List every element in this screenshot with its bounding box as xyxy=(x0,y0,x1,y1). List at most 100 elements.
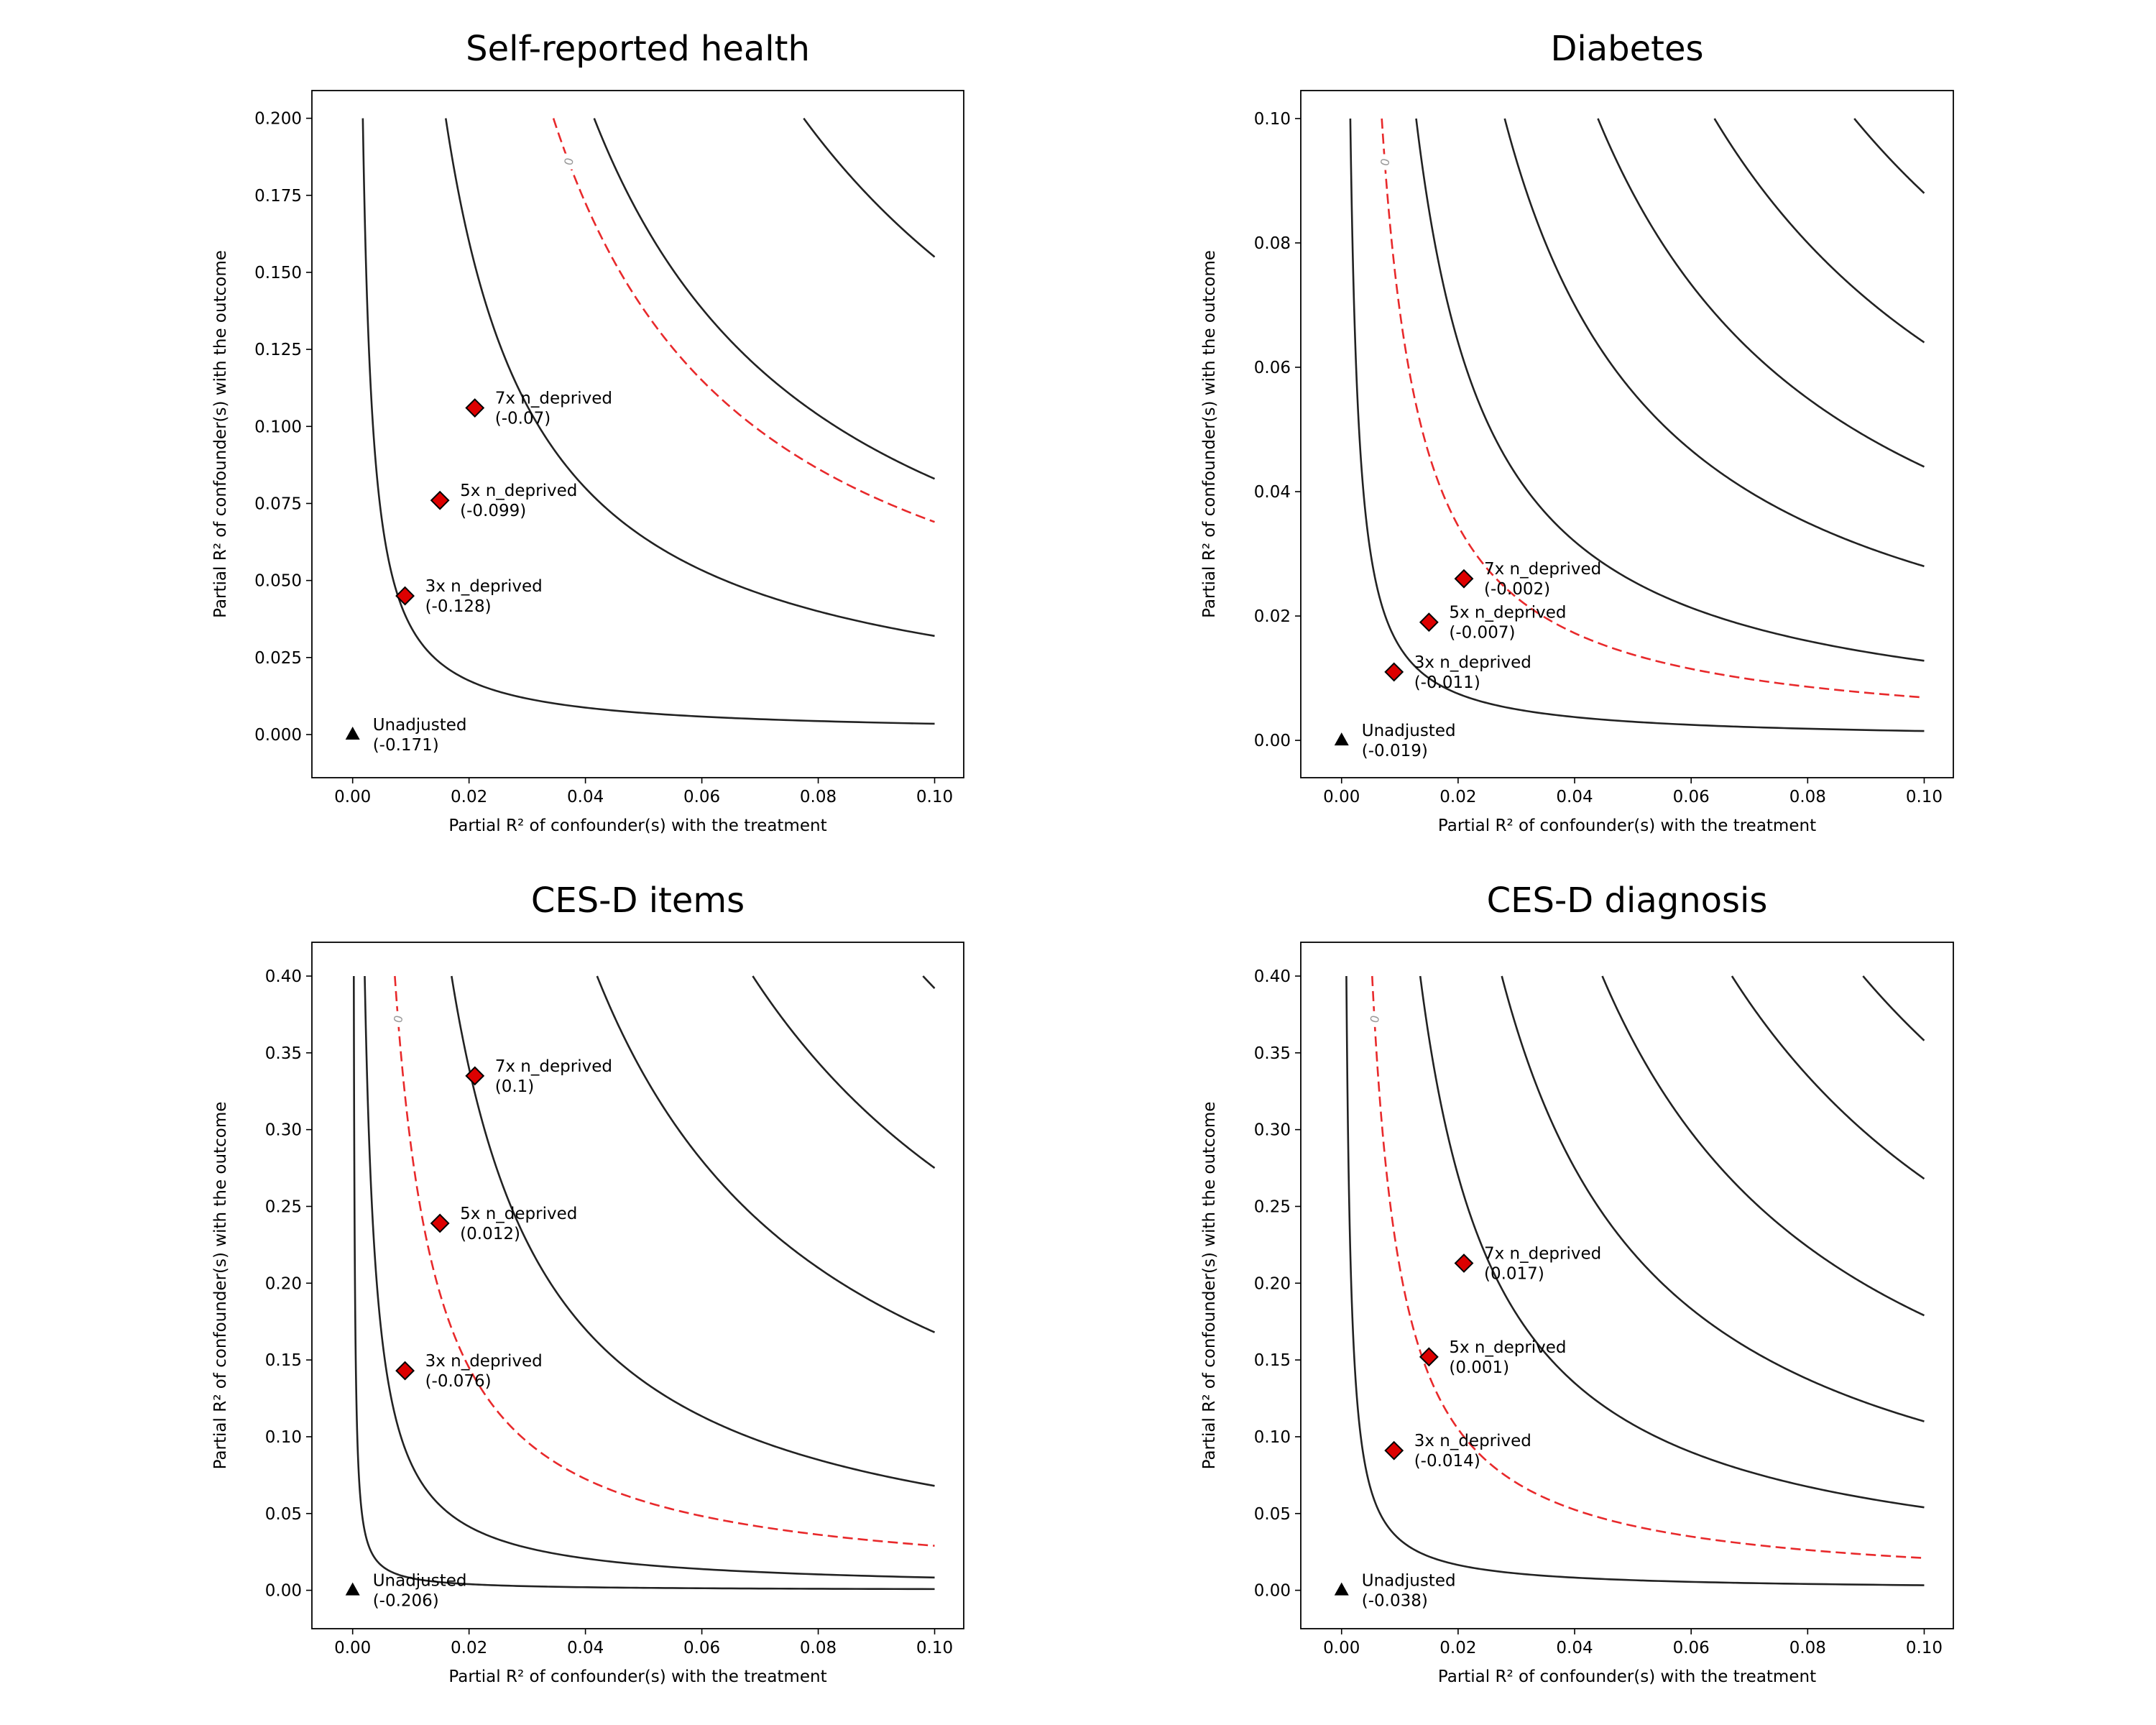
contour-line xyxy=(364,975,935,1579)
point-value: (-0.002) xyxy=(1484,580,1550,599)
y-tick-label: 0.100 xyxy=(254,418,302,436)
contour-line xyxy=(752,975,936,1169)
point-value: (-0.206) xyxy=(373,1592,439,1611)
benchmark-marker xyxy=(1419,612,1439,632)
contour-line xyxy=(935,0,1968,119)
contour-line xyxy=(593,118,936,480)
y-tick-label: 0.025 xyxy=(254,649,302,668)
contour-line xyxy=(1731,975,1925,1180)
threshold-label-background xyxy=(392,1011,404,1027)
y-tick-label: 0.05 xyxy=(265,1505,302,1524)
y-tick-label: 0.075 xyxy=(254,494,302,513)
benchmark-marker xyxy=(430,490,450,510)
threshold-contour-line xyxy=(1381,118,1925,699)
benchmark-marker xyxy=(1454,1254,1474,1273)
point-label: 7x n_deprived xyxy=(495,390,612,408)
y-tick-label: 0.10 xyxy=(1254,1428,1291,1447)
point-label: 5x n_deprived xyxy=(460,1205,577,1223)
x-tick-label: 0.08 xyxy=(1789,1639,1826,1657)
threshold-contour-label: 0 xyxy=(1368,1014,1383,1025)
contour-line xyxy=(935,0,2156,119)
y-axis-label: Partial R² of confounder(s) with the out… xyxy=(211,1102,230,1470)
contour-line xyxy=(935,465,1419,976)
contour-line xyxy=(935,0,2156,119)
point-value: (0.012) xyxy=(460,1225,520,1243)
threshold-contour-line xyxy=(552,118,935,523)
x-tick-label: 0.04 xyxy=(567,1639,604,1657)
contour-line xyxy=(1349,118,1925,732)
point-value: (-0.019) xyxy=(1362,742,1428,760)
x-tick-label: 0.02 xyxy=(1439,1639,1476,1657)
contour-line xyxy=(361,118,935,725)
contour-line xyxy=(1419,975,1925,1509)
y-axis-label: Partial R² of confounder(s) with the out… xyxy=(1200,1102,1219,1470)
y-tick-label: 0.05 xyxy=(1254,1505,1291,1524)
y-tick-label: 0.000 xyxy=(254,726,302,745)
threshold-contour-line xyxy=(394,975,935,1547)
chart-panel: Self-reported health 0 0.00 0.02 0.04 0.06 0.0… xyxy=(211,0,2156,835)
x-tick-label: 0.10 xyxy=(916,788,953,806)
x-tick-label: 0.02 xyxy=(451,1639,487,1657)
benchmark-marker xyxy=(465,398,485,418)
contour-line xyxy=(451,975,935,1487)
x-tick-label: 0.04 xyxy=(567,788,604,806)
x-tick-label: 0.00 xyxy=(1323,1639,1360,1657)
point-value: (-0.171) xyxy=(373,736,439,755)
contour-line xyxy=(1924,32,2006,119)
threshold-contour-label: 0 xyxy=(561,156,576,167)
x-tick-label: 0.06 xyxy=(683,1639,720,1657)
chart-panel: Diabetes 0 0.00 0.02 0.04 0.06 0.08 0.10 0.00 0.0… xyxy=(1200,29,2006,835)
threshold-contour-label: 0 xyxy=(391,1014,406,1025)
benchmark-marker xyxy=(395,1361,415,1381)
axes-frame xyxy=(311,942,964,1629)
contour-line xyxy=(922,975,936,990)
contour-line xyxy=(803,117,936,258)
threshold-contour-label: 0 xyxy=(1378,157,1393,167)
point-value: (0.001) xyxy=(1449,1358,1509,1377)
y-tick-label: 0.06 xyxy=(1254,359,1291,377)
point-label: 3x n_deprived xyxy=(425,1352,543,1371)
contour-line xyxy=(935,0,2156,119)
y-tick-label: 0.30 xyxy=(265,1121,302,1140)
point-value: (-0.099) xyxy=(460,502,526,520)
y-tick-label: 0.25 xyxy=(265,1197,302,1216)
y-tick-label: 0.20 xyxy=(265,1274,302,1293)
y-tick-label: 0.30 xyxy=(1254,1121,1291,1140)
point-label: 7x n_deprived xyxy=(1484,560,1601,579)
point-value: (-0.076) xyxy=(425,1372,492,1391)
benchmark-marker xyxy=(395,586,415,606)
contour-line xyxy=(1713,118,1925,344)
y-tick-label: 0.35 xyxy=(265,1044,302,1063)
y-tick-label: 0.15 xyxy=(265,1351,302,1370)
contour-line xyxy=(1862,975,1925,1041)
y-tick-label: 0.00 xyxy=(265,1582,302,1601)
chart-title: CES-D items xyxy=(531,880,745,921)
point-label: 3x n_deprived xyxy=(425,577,543,596)
point-label: 5x n_deprived xyxy=(1449,1338,1566,1357)
unadjusted-marker xyxy=(1334,1582,1349,1596)
benchmark-marker xyxy=(465,1066,485,1086)
point-label: 7x n_deprived xyxy=(1484,1245,1601,1264)
x-axis-label: Partial R² of confounder(s) with the tre… xyxy=(1438,816,1816,835)
benchmark-marker xyxy=(1454,569,1474,589)
y-tick-label: 0.35 xyxy=(1254,1044,1291,1063)
unadjusted-marker xyxy=(1334,732,1349,746)
y-tick-label: 0.10 xyxy=(265,1428,302,1447)
contour-line xyxy=(1501,975,1925,1422)
threshold-contour-line xyxy=(1371,975,1925,1560)
chart-panel: CES-D diagnosis 0 0.00 0.02 0.04 0.06 0.08 0.10… xyxy=(1200,880,1954,1686)
benchmark-marker xyxy=(430,1213,450,1233)
y-tick-label: 0.150 xyxy=(254,264,302,282)
unadjusted-marker xyxy=(345,726,360,740)
contour-line xyxy=(1415,118,1925,662)
x-tick-label: 0.08 xyxy=(800,788,837,806)
y-tick-label: 0.175 xyxy=(254,187,302,206)
point-value: (-0.128) xyxy=(425,597,492,616)
x-tick-label: 0.08 xyxy=(1789,788,1826,806)
x-tick-label: 0.02 xyxy=(451,788,487,806)
point-value: (-0.011) xyxy=(1414,673,1480,692)
threshold-label-background xyxy=(1368,1011,1381,1027)
contour-line xyxy=(1345,975,1925,1586)
chart-title: Diabetes xyxy=(1550,29,1703,69)
